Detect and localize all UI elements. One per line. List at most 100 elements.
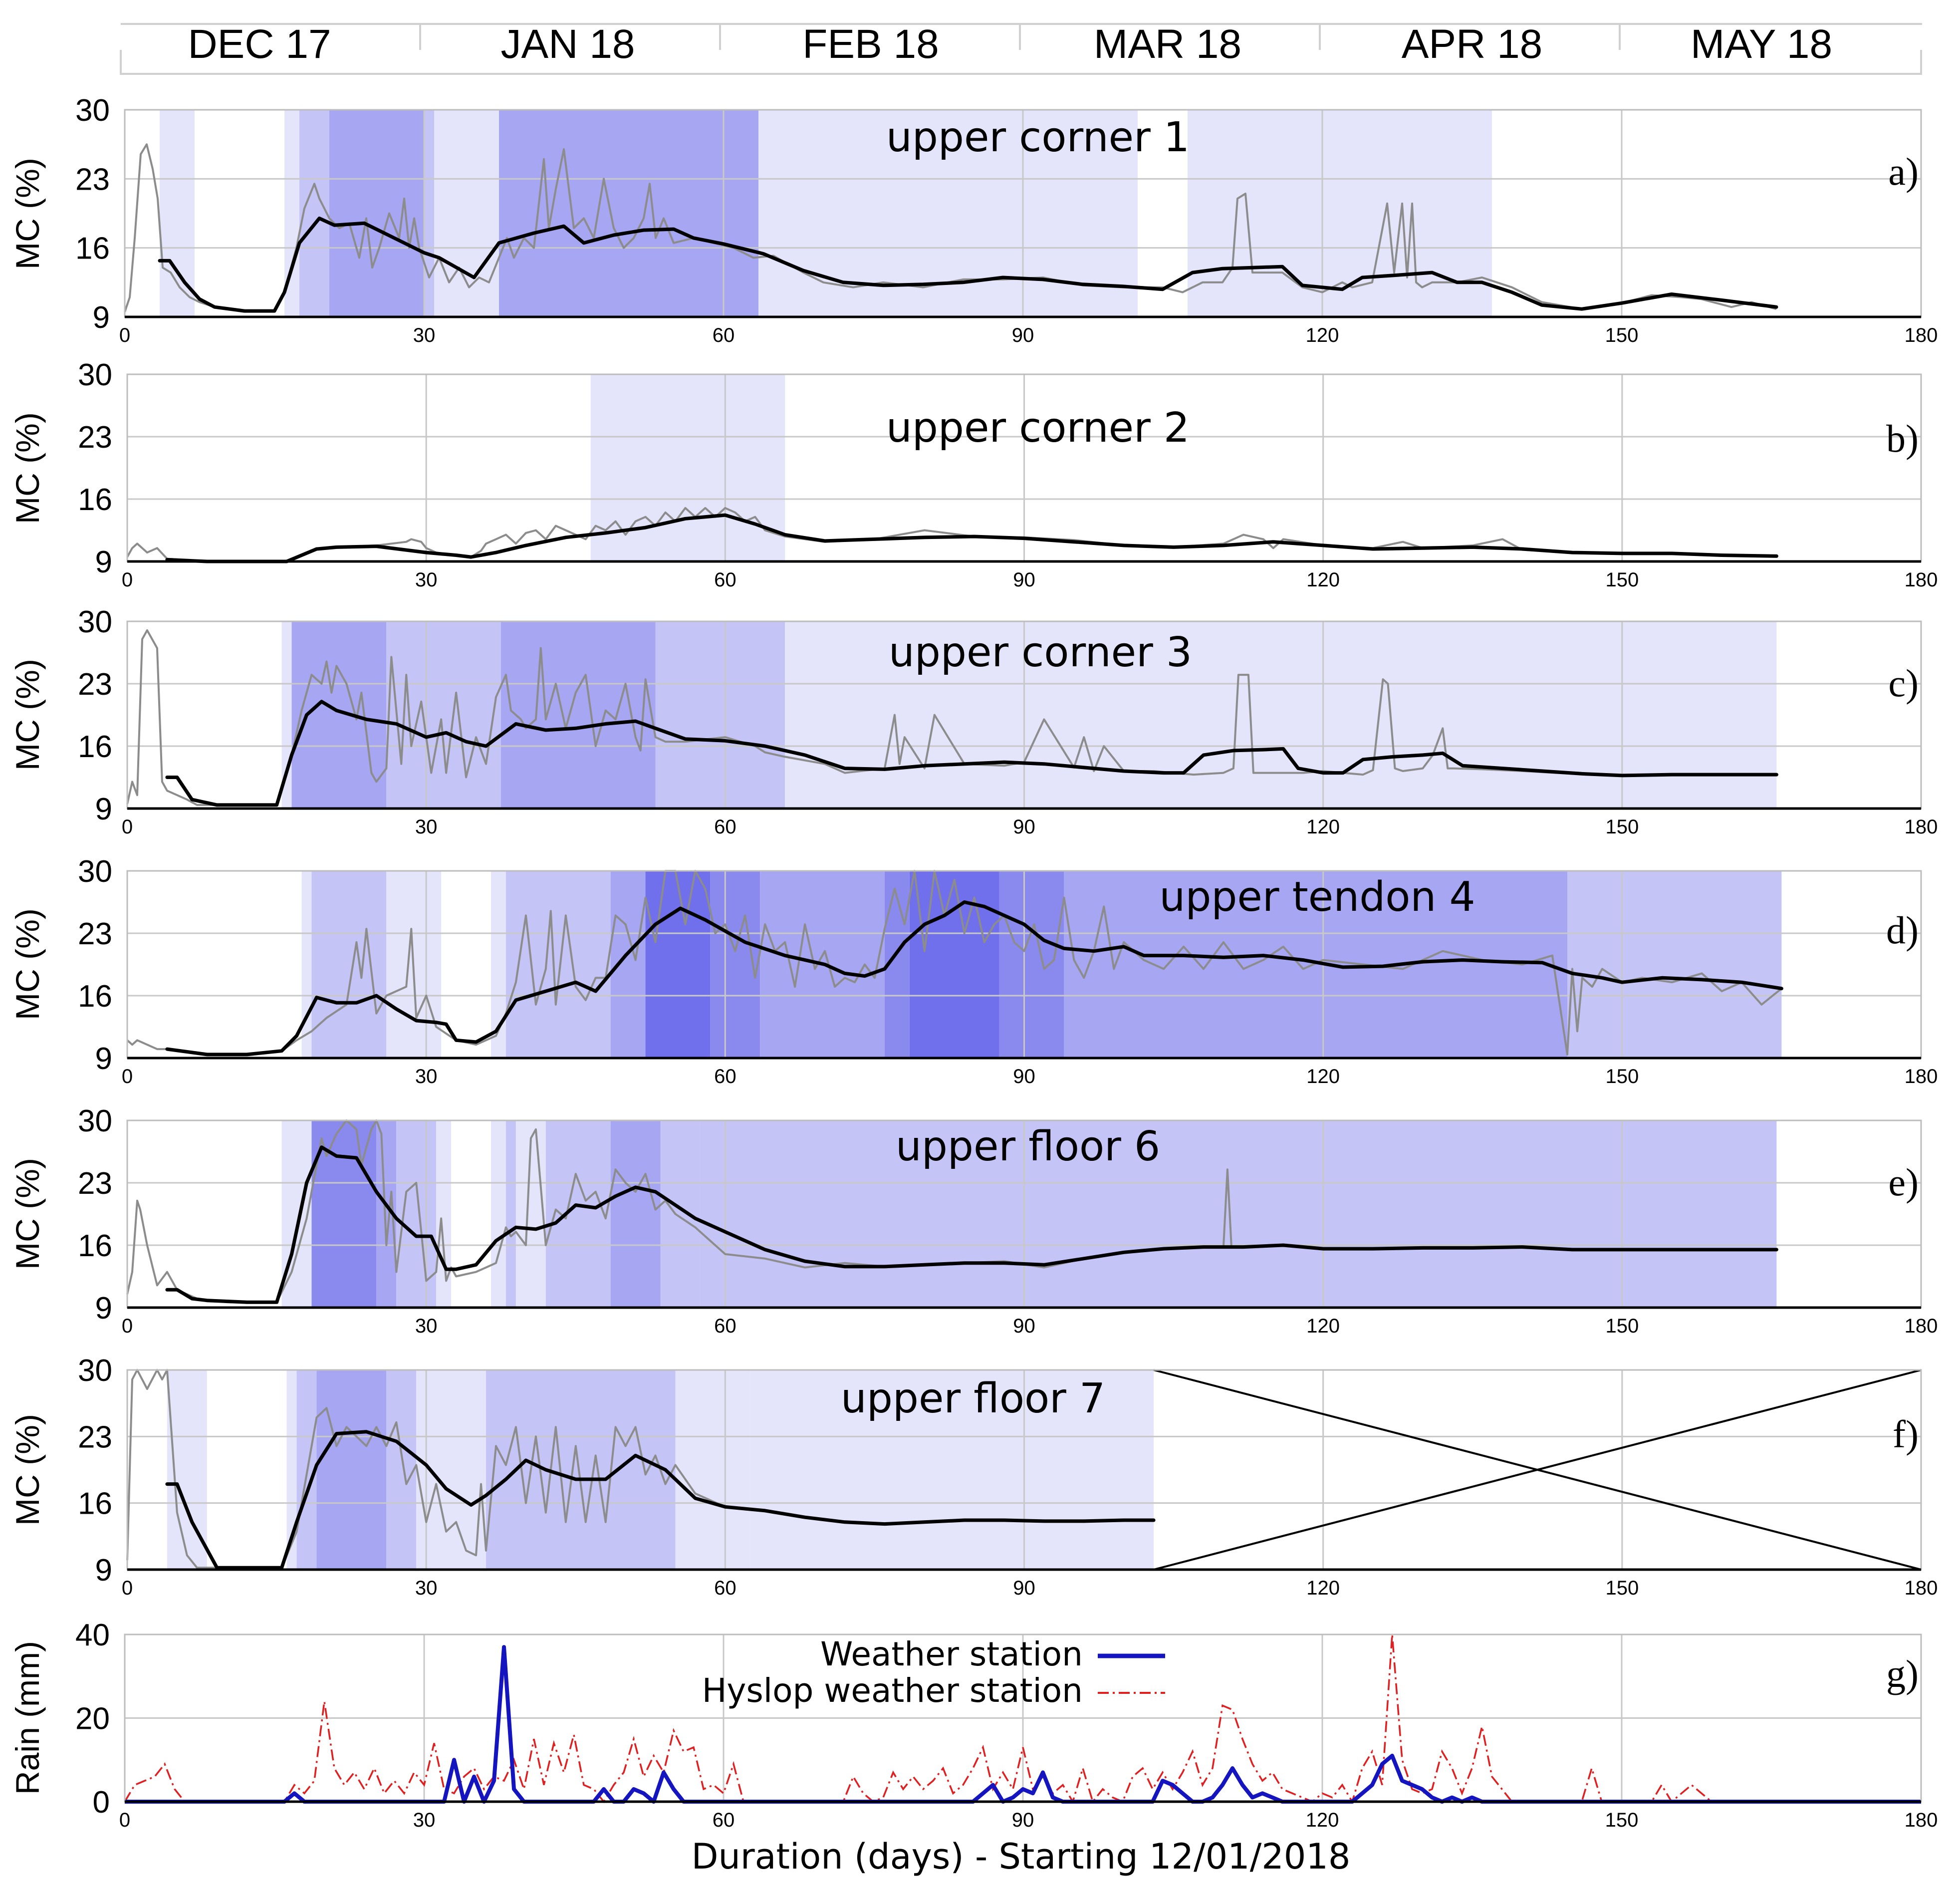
x-tick-label: 0 (119, 1809, 130, 1831)
y-tick-label: 30 (75, 93, 110, 128)
x-tick-label: 30 (415, 1577, 438, 1599)
raw-mc-line (124, 143, 1777, 312)
wetness-band (301, 871, 312, 1058)
x-tick-labels: 0 30 60 90 120 150 180 (122, 816, 1938, 838)
y-tick-label: 16 (75, 232, 110, 266)
month-header: DEC 17 JAN 18 FEB 18 MAR 18 APR 18 MAY 1… (120, 21, 1922, 75)
x-tick-label: 90 (1013, 1315, 1035, 1337)
y-axis-label: MC (%) (9, 1158, 46, 1270)
month-label: FEB 18 (802, 21, 939, 67)
wetness-band (700, 1120, 1777, 1308)
wetness-band (424, 110, 434, 317)
y-tick-labels: 30 23 16 9 (78, 1353, 112, 1588)
wetness-band (610, 1120, 661, 1308)
panel-letter: f) (1893, 1412, 1919, 1456)
plot-frame (124, 109, 1922, 318)
panel-upper-floor-6: 0 30 60 90 120 150 180 30 23 16 9 MC (%) upper fl… (9, 1104, 1938, 1337)
y-tick-label: 16 (78, 979, 112, 1014)
x-tick-labels: 0 30 60 90 120 150 180 (122, 1066, 1938, 1087)
y-tick-label: 9 (95, 1553, 112, 1588)
wetness-band (386, 621, 501, 809)
wetness-bands (301, 871, 1782, 1058)
x-tick-label: 180 (1905, 816, 1938, 838)
x-tick-labels: 0 30 60 90 120 150 180 (122, 1315, 1938, 1337)
y-tick-label: 9 (95, 792, 112, 826)
smoothed-mc-line (165, 1145, 1778, 1304)
smoothed-mc-line (165, 513, 1778, 563)
panel-title: upper floor 7 (841, 1375, 1105, 1422)
x-tick-label: 0 (122, 569, 133, 591)
y-tick-label: 40 (75, 1618, 110, 1652)
y-tick-label: 30 (78, 1353, 112, 1388)
month-label: DEC 17 (188, 21, 331, 67)
panel-upper-corner-2: 0 30 60 90 120 150 180 30 23 16 9 MC (%) upper co… (9, 358, 1938, 591)
month-label: JAN 18 (501, 21, 635, 67)
x-tick-label: 150 (1605, 816, 1639, 838)
x-tick-label: 150 (1605, 1577, 1639, 1599)
gridlines (127, 374, 1921, 561)
x-tick-label: 90 (1013, 1577, 1035, 1599)
panel-letter: e) (1888, 1160, 1919, 1204)
panel-upper-corner-3: 0 30 60 90 120 150 180 30 23 16 9 MC (%) upper co… (9, 605, 1938, 838)
y-axis-label: MC (%) (9, 158, 46, 270)
y-tick-label: 23 (78, 917, 112, 951)
y-tick-labels: 30 23 16 9 (75, 93, 110, 335)
x-tick-label: 180 (1905, 324, 1938, 346)
panel-letter: d) (1886, 908, 1919, 952)
wetness-band (436, 1120, 452, 1308)
y-axis-label: MC (%) (9, 659, 46, 771)
y-tick-label: 9 (95, 1291, 112, 1326)
wetness-band (311, 871, 387, 1058)
wetness-band (316, 1370, 387, 1570)
y-tick-label: 23 (78, 420, 112, 455)
legend-label-hyslop: Hyslop weather station (702, 1671, 1083, 1710)
x-tick-label: 120 (1306, 816, 1340, 838)
raw-mc-line (126, 1119, 1777, 1304)
plot-frame (126, 1369, 1922, 1571)
y-tick-label: 16 (78, 1487, 112, 1521)
wetness-band (451, 1120, 491, 1308)
x-tick-label: 0 (122, 1577, 133, 1599)
y-tick-label: 9 (95, 1042, 112, 1076)
y-tick-label: 30 (78, 1104, 112, 1138)
x-tick-label: 60 (714, 1577, 736, 1599)
y-axis-label: MC (%) (9, 412, 46, 524)
wetness-band (909, 871, 999, 1058)
x-tick-label: 0 (122, 816, 133, 838)
y-tick-label: 23 (78, 1166, 112, 1201)
y-tick-label: 16 (78, 1229, 112, 1263)
gridlines (125, 110, 1921, 317)
x-tick-label: 120 (1306, 1577, 1340, 1599)
smoothed-mc-line (165, 700, 1778, 807)
x-tick-label: 180 (1905, 569, 1938, 591)
wetness-band (1064, 871, 1567, 1058)
panel-upper-tendon-4: 0 30 60 90 120 150 180 30 23 16 9 MC (%) upper te… (9, 854, 1938, 1087)
y-tick-label: 23 (75, 162, 110, 197)
wetness-band (590, 374, 785, 561)
x-tick-label: 60 (714, 1066, 736, 1087)
hyslop-rain-line (124, 1634, 1921, 1804)
wetness-band (505, 1120, 516, 1308)
y-tick-labels: 30 23 16 9 (78, 358, 112, 579)
y-tick-labels: 40 20 0 (75, 1618, 110, 1820)
panel-letter: b) (1886, 417, 1919, 460)
x-tick-label: 30 (413, 324, 436, 346)
wetness-band (490, 1120, 506, 1308)
gridlines (127, 1120, 1921, 1308)
smoothed-mc-line (165, 900, 1783, 1057)
x-tick-label: 60 (714, 1315, 736, 1337)
x-tick-label: 90 (1013, 1066, 1035, 1087)
raw-mc-line (126, 870, 1782, 1056)
wetness-band (675, 1370, 750, 1570)
wetness-band (545, 1120, 611, 1308)
y-tick-label: 0 (93, 1785, 110, 1820)
y-tick-labels: 30 23 16 9 (78, 1104, 112, 1326)
legend-label-weather-station: Weather station (820, 1635, 1083, 1673)
wetness-band (785, 621, 1777, 809)
x-tick-label: 120 (1306, 1066, 1340, 1087)
x-tick-label: 180 (1905, 1809, 1938, 1831)
panel-rain: 0 30 60 90 120 150 180 40 20 0 Rain (mm) g) Weat… (9, 1618, 1938, 1831)
panel-upper-floor-7: 0 30 60 90 120 150 180 30 23 16 9 MC (%) upper fl… (9, 1353, 1938, 1599)
wetness-band (750, 1370, 1154, 1570)
gridlines (127, 1370, 1921, 1570)
